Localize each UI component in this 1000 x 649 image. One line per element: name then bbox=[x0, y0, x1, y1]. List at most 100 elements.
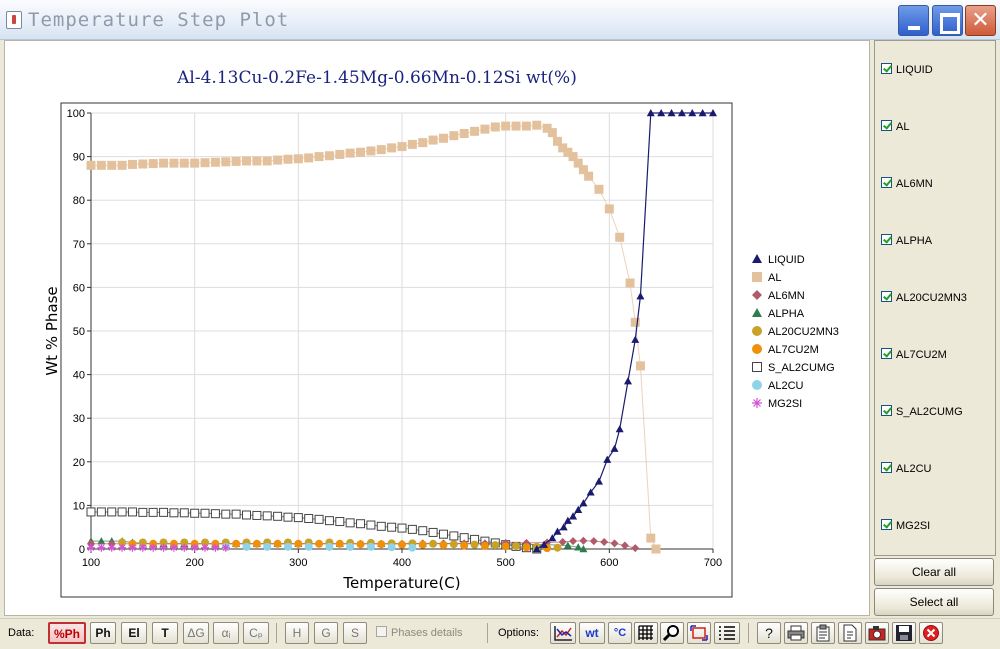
y-tick-label: 50 bbox=[73, 326, 85, 338]
data-point-mg2si bbox=[149, 543, 158, 552]
close-icon[interactable] bbox=[919, 622, 943, 644]
phase-checkbox-s-al2cumg[interactable]: S_AL2CUMG bbox=[881, 405, 963, 423]
data-point-mg2si bbox=[87, 543, 95, 552]
wt-icon[interactable]: wt bbox=[579, 622, 605, 644]
data-point-al6mn bbox=[589, 537, 598, 546]
clipboard-icon[interactable] bbox=[811, 622, 835, 644]
data-point-s-al2cumg bbox=[283, 512, 293, 522]
camera-icon[interactable] bbox=[865, 622, 889, 644]
y-tick-label: 10 bbox=[73, 500, 85, 512]
checkbox-checked-icon[interactable] bbox=[881, 405, 892, 416]
help-icon[interactable]: ? bbox=[757, 622, 781, 644]
minimize-button[interactable] bbox=[898, 5, 929, 36]
delta-g-button[interactable]: ΔG bbox=[183, 622, 209, 644]
axis-icon[interactable] bbox=[550, 622, 576, 644]
enthalpy-button[interactable]: H bbox=[285, 622, 309, 644]
data-point-al bbox=[521, 121, 531, 131]
phase-checkbox-al6mn[interactable]: AL6MN bbox=[881, 177, 933, 195]
close-window-button[interactable]: ✕ bbox=[965, 5, 996, 36]
data-point-al bbox=[568, 152, 578, 162]
data-point-s-al2cumg bbox=[314, 514, 324, 524]
crop-icon[interactable] bbox=[687, 622, 711, 644]
data-point-s-al2cumg bbox=[345, 518, 355, 528]
x-tick-label: 500 bbox=[496, 557, 514, 569]
phase-checkbox-label: ALPHA bbox=[896, 235, 933, 247]
data-point-al bbox=[273, 155, 283, 165]
phase-checkbox-al[interactable]: AL bbox=[881, 120, 909, 138]
phase-button[interactable]: Ph bbox=[90, 622, 116, 644]
temperature-button[interactable]: T bbox=[152, 622, 178, 644]
celsius-icon[interactable]: °C bbox=[608, 622, 632, 644]
percent-phase-button[interactable]: %Ph bbox=[48, 622, 86, 644]
save-icon[interactable] bbox=[892, 622, 916, 644]
legend-label-al: AL bbox=[768, 272, 781, 284]
gibbs-button[interactable]: G bbox=[314, 622, 338, 644]
phases-details-checkbox-box[interactable] bbox=[376, 626, 387, 637]
activity-button[interactable]: αᵢ bbox=[213, 622, 239, 644]
heat-capacity-button[interactable]: Cₚ bbox=[243, 622, 269, 644]
data-point-al bbox=[107, 160, 117, 170]
data-point-liquid bbox=[553, 527, 562, 535]
y-tick-label: 0 bbox=[79, 544, 85, 556]
phases-details-checkbox[interactable]: Phases details bbox=[376, 626, 463, 639]
select-all-button[interactable]: Select all bbox=[874, 588, 994, 616]
data-point-al bbox=[418, 138, 428, 148]
data-point-al7cu2m bbox=[377, 540, 386, 549]
checkbox-checked-icon[interactable] bbox=[881, 519, 892, 530]
maximize-button[interactable] bbox=[932, 5, 963, 36]
checkbox-checked-icon[interactable] bbox=[881, 234, 892, 245]
checkbox-checked-icon[interactable] bbox=[881, 348, 892, 359]
data-point-alpha bbox=[97, 537, 106, 545]
data-point-al20cu2mn3 bbox=[138, 538, 147, 547]
window-title: Temperature Step Plot bbox=[28, 9, 290, 31]
data-point-s-al2cumg bbox=[376, 521, 386, 531]
x-tick-label: 100 bbox=[82, 557, 100, 569]
data-point-liquid bbox=[548, 534, 557, 542]
data-point-al2cu bbox=[346, 542, 355, 551]
checkbox-checked-icon[interactable] bbox=[881, 291, 892, 302]
phase-checkbox-liquid[interactable]: LIQUID bbox=[881, 63, 933, 81]
phase-checkbox-al2cu[interactable]: AL2CU bbox=[881, 462, 931, 480]
element-button[interactable]: El bbox=[121, 622, 147, 644]
y-tick-label: 60 bbox=[73, 282, 85, 294]
list-icon[interactable] bbox=[714, 622, 740, 644]
data-point-s-al2cumg bbox=[148, 507, 158, 517]
data-point-al bbox=[470, 126, 480, 136]
data-point-al6mn bbox=[631, 544, 640, 553]
clear-all-button[interactable]: Clear all bbox=[874, 558, 994, 586]
data-point-al2cu bbox=[283, 542, 292, 551]
data-point-s-al2cumg bbox=[449, 531, 459, 541]
phase-checkbox-al7cu2m[interactable]: AL7CU2M bbox=[881, 348, 947, 366]
data-point-al20cu2mn3 bbox=[449, 540, 458, 549]
grid-icon[interactable] bbox=[634, 622, 658, 644]
phase-checkbox-al20cu2mn3[interactable]: AL20CU2MN3 bbox=[881, 291, 967, 309]
data-point-al7cu2m bbox=[522, 543, 531, 552]
data-point-al bbox=[179, 158, 189, 168]
title-bar[interactable]: Temperature Step Plot ✕ bbox=[0, 0, 1000, 40]
legend-label-alpha: ALPHA bbox=[768, 308, 805, 320]
entropy-button[interactable]: S bbox=[343, 622, 367, 644]
checkbox-checked-icon[interactable] bbox=[881, 63, 892, 74]
data-point-al6mn bbox=[620, 541, 629, 550]
print-icon[interactable] bbox=[784, 622, 808, 644]
data-point-al7cu2m bbox=[315, 539, 324, 548]
checkbox-checked-icon[interactable] bbox=[881, 177, 892, 188]
data-point-al20cu2mn3 bbox=[491, 541, 500, 550]
legend-marker-mg2si bbox=[752, 398, 762, 408]
phase-checkbox-alpha[interactable]: ALPHA bbox=[881, 234, 932, 252]
data-point-mg2si bbox=[190, 543, 199, 552]
data-point-al7cu2m bbox=[294, 539, 303, 548]
checkbox-checked-icon[interactable] bbox=[881, 462, 892, 473]
checkbox-checked-icon[interactable] bbox=[881, 120, 892, 131]
legend-marker-al2cu bbox=[752, 380, 762, 390]
data-point-al bbox=[578, 165, 588, 175]
data-point-al20cu2mn3 bbox=[553, 543, 562, 552]
data-point-s-al2cumg bbox=[324, 516, 334, 526]
phase-selection-panel: LIQUID AL AL6MN ALPHA AL20CU2MN3 AL7CU2M S_AL2… bbox=[874, 40, 996, 556]
zoom-icon[interactable] bbox=[660, 622, 684, 644]
data-point-s-al2cumg bbox=[418, 526, 428, 536]
legend-label-al7cu2m: AL7CU2M bbox=[768, 344, 819, 356]
phase-checkbox-mg2si[interactable]: MG2SI bbox=[881, 519, 930, 537]
document-icon[interactable] bbox=[838, 622, 862, 644]
data-point-al bbox=[210, 157, 220, 167]
